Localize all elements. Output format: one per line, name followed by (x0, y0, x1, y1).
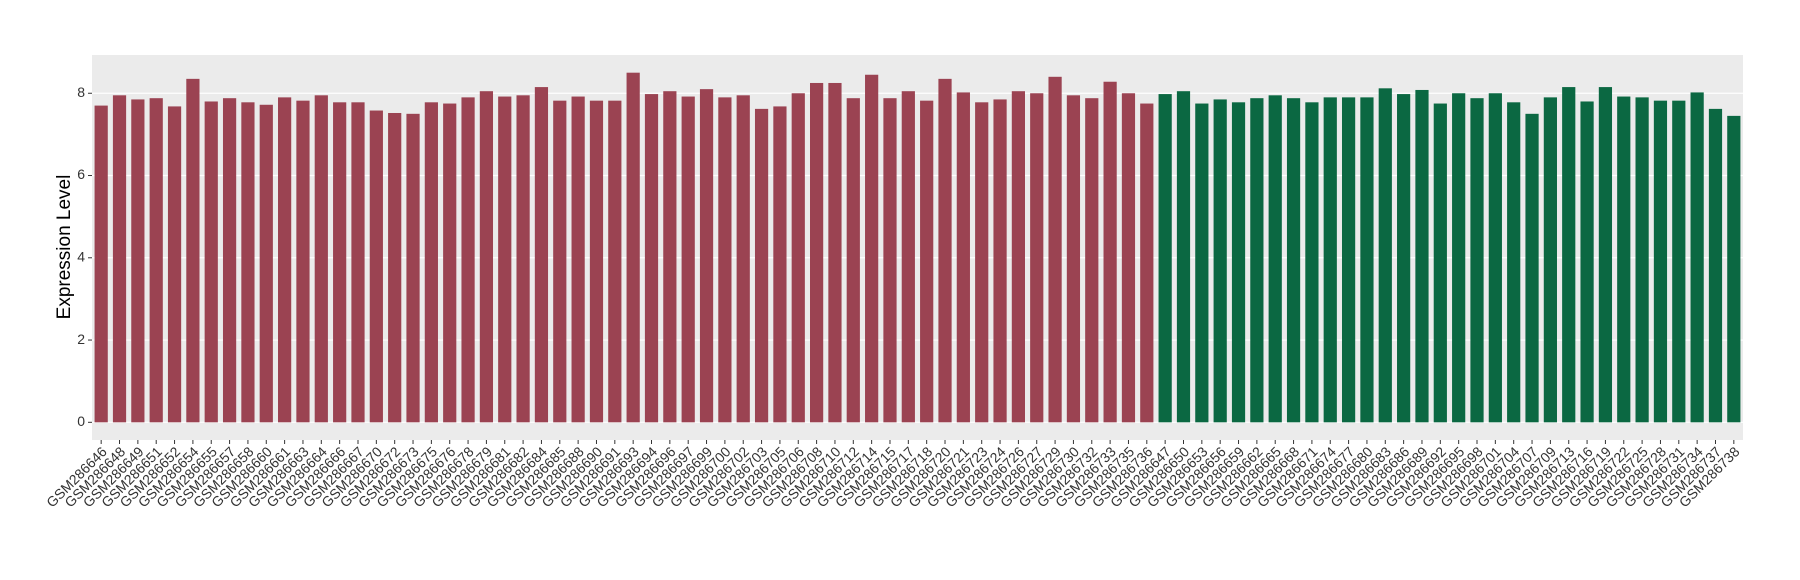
bar (699, 89, 714, 423)
bar (167, 106, 182, 423)
bar (1011, 91, 1025, 423)
bar (479, 91, 494, 423)
bar (112, 95, 127, 423)
bar (736, 95, 750, 423)
y-axis-title: Expression Level (54, 175, 75, 320)
bar (1341, 97, 1356, 423)
bar (1176, 91, 1191, 423)
y-tick-label: 4 (77, 248, 85, 264)
plot-panel (92, 55, 1743, 440)
bar (663, 91, 677, 423)
bar (626, 72, 640, 423)
bar (1543, 97, 1557, 423)
bar (1103, 81, 1117, 423)
bar (608, 100, 622, 423)
bar (1488, 93, 1502, 423)
bar (1653, 100, 1668, 423)
bar (975, 102, 989, 423)
bar (644, 94, 659, 423)
bar (1268, 95, 1282, 423)
bar (920, 100, 934, 423)
bar (1305, 102, 1319, 423)
bar (1397, 94, 1411, 423)
bar (186, 78, 200, 423)
bar (204, 101, 218, 423)
bar (828, 82, 842, 423)
bar (865, 74, 879, 423)
bar (956, 92, 970, 423)
bar (1672, 100, 1686, 423)
bar (791, 93, 805, 423)
bar (553, 100, 567, 423)
bar (222, 98, 237, 423)
bar (681, 96, 695, 423)
bar (333, 102, 347, 423)
bar (1562, 87, 1576, 423)
bar (1580, 101, 1594, 423)
y-tick-label: 0 (77, 413, 85, 429)
bar (1433, 103, 1447, 423)
bar (901, 91, 915, 423)
bar (993, 99, 1007, 423)
bar (149, 98, 163, 423)
bar (461, 97, 475, 423)
bar (1066, 95, 1081, 423)
bar (314, 95, 328, 423)
bar (1231, 102, 1246, 423)
bar (846, 98, 860, 423)
bar (388, 112, 402, 423)
bar (443, 103, 457, 423)
bar (1525, 113, 1539, 423)
bar (1415, 89, 1429, 423)
bar (1708, 108, 1723, 423)
y-tick-label: 6 (77, 166, 85, 182)
bar (516, 95, 530, 423)
bar (1121, 93, 1136, 423)
bar (534, 87, 549, 423)
bar (1617, 96, 1631, 423)
bar (424, 102, 438, 423)
bar (773, 106, 787, 423)
bar (718, 97, 732, 423)
bar (1085, 98, 1099, 423)
bar (754, 108, 769, 423)
bar (1470, 98, 1484, 423)
bar (1378, 88, 1392, 423)
bar (1507, 102, 1521, 423)
bar (278, 97, 292, 423)
bar (351, 102, 365, 423)
bar (1452, 93, 1466, 423)
bar (1323, 97, 1337, 423)
y-tick-label: 8 (77, 84, 85, 100)
y-tick-label: 2 (77, 331, 85, 347)
bar (1690, 92, 1704, 423)
bar (1286, 98, 1301, 423)
bar (1048, 76, 1062, 423)
bar (296, 100, 310, 423)
bar (241, 102, 255, 423)
bar (938, 78, 952, 423)
bar (1635, 97, 1649, 423)
bar (1360, 97, 1374, 423)
bar (1598, 87, 1613, 423)
bar (571, 96, 585, 423)
bar (1213, 99, 1227, 423)
bar (810, 82, 824, 423)
bar (1727, 115, 1741, 423)
bar (883, 98, 897, 423)
bar (1250, 98, 1264, 423)
bar (589, 100, 604, 423)
bar (1195, 103, 1209, 423)
bar (1030, 93, 1044, 423)
bar (406, 113, 420, 423)
bar (498, 96, 512, 423)
bar (94, 105, 108, 423)
bar (369, 110, 383, 423)
bar (1158, 94, 1172, 423)
bar (1140, 103, 1154, 423)
bar (259, 104, 273, 423)
bar (131, 99, 145, 423)
